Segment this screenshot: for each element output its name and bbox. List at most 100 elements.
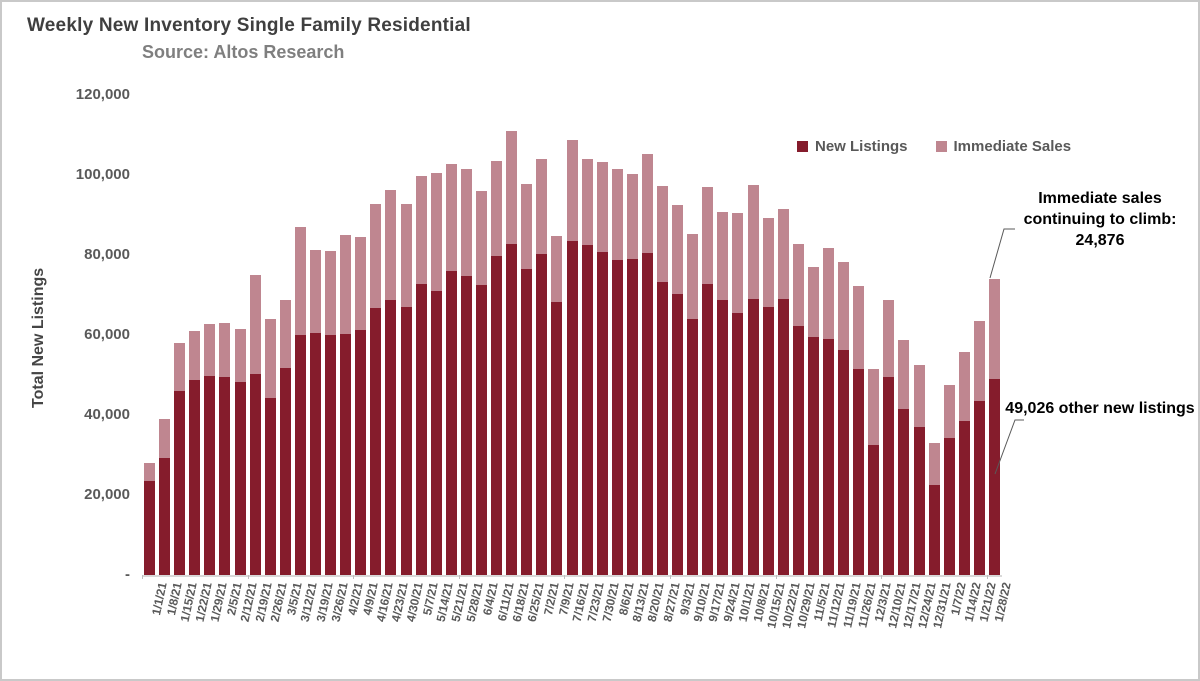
x-axis-tick-mark xyxy=(458,575,460,579)
bar-segment-immediate-sales xyxy=(415,176,427,284)
x-axis-tick-mark xyxy=(775,575,777,579)
x-axis-tick-mark xyxy=(670,575,672,579)
bar-segment-new-listings xyxy=(702,283,714,575)
y-axis-tick-label: 60,000 xyxy=(84,326,130,343)
bar-segment-immediate-sales xyxy=(204,324,216,377)
bar-segment-new-listings xyxy=(581,244,593,575)
chart-subtitle: Source: Altos Research xyxy=(142,42,345,62)
bar-segment-immediate-sales xyxy=(460,168,472,277)
bar-segment-immediate-sales xyxy=(807,267,819,337)
bar-segment-immediate-sales xyxy=(370,203,382,308)
bar-segment-immediate-sales xyxy=(294,227,306,335)
legend: New Listings Immediate Sales xyxy=(797,138,1071,155)
bar-segment-immediate-sales xyxy=(536,158,548,254)
bar-segment-immediate-sales xyxy=(777,208,789,300)
bar-segment-new-listings xyxy=(883,377,895,575)
bar-segment-immediate-sales xyxy=(279,299,291,368)
bar-segment-new-listings xyxy=(717,300,729,575)
bar-segment-new-listings xyxy=(672,293,684,575)
annotation-immediate-sales: Immediate sales continuing to climb: 24,… xyxy=(1023,190,1177,250)
bar-segment-new-listings xyxy=(310,332,321,575)
bar-segment-immediate-sales xyxy=(747,185,759,299)
bar-segment-new-listings xyxy=(159,458,171,575)
bar-segment-new-listings xyxy=(340,333,352,575)
bar-segment-new-listings xyxy=(355,330,367,575)
bar-segment-new-listings xyxy=(838,350,850,575)
bar-segment-new-listings xyxy=(144,481,156,575)
bar-segment-new-listings xyxy=(279,367,291,575)
bar-segment-immediate-sales xyxy=(702,187,714,284)
bar-segment-new-listings xyxy=(732,312,744,575)
bar-segment-immediate-sales xyxy=(430,173,442,292)
bar-segment-new-listings xyxy=(400,307,412,575)
bar-segment-immediate-sales xyxy=(234,329,246,382)
bar-segment-new-listings xyxy=(536,253,548,575)
bar-segment-new-listings xyxy=(234,381,246,575)
bar-segment-immediate-sales xyxy=(475,191,487,286)
bar-segment-immediate-sales xyxy=(310,249,321,333)
bar-segment-immediate-sales xyxy=(732,212,744,313)
bar-segment-new-listings xyxy=(174,391,186,575)
bar-segment-immediate-sales xyxy=(566,139,578,242)
bar-segment-immediate-sales xyxy=(506,131,518,244)
bar-segment-new-listings xyxy=(249,373,261,575)
bar-segment-new-listings xyxy=(294,335,306,575)
bar-segment-new-listings xyxy=(747,298,759,575)
bar-segment-immediate-sales xyxy=(641,153,653,253)
bar-segment-immediate-sales xyxy=(958,352,970,421)
bar-segment-immediate-sales xyxy=(219,323,231,377)
legend-item-immediate-sales: Immediate Sales xyxy=(935,138,1072,155)
bar-segment-immediate-sales xyxy=(657,185,669,282)
bar-segment-new-listings xyxy=(475,285,487,575)
bar-segment-new-listings xyxy=(641,252,653,575)
bar-segment-new-listings xyxy=(657,281,669,575)
y-axis-tick-label: 40,000 xyxy=(84,406,130,423)
bar-segment-immediate-sales xyxy=(189,331,201,380)
annotation-other-listings: 49,026 other new listings xyxy=(1005,400,1195,417)
bar-segment-immediate-sales xyxy=(838,261,850,351)
bar-segment-immediate-sales xyxy=(943,384,955,439)
bar-segment-new-listings xyxy=(762,307,774,575)
legend-label-new-listings: New Listings xyxy=(815,138,908,155)
bar-segment-immediate-sales xyxy=(868,368,880,446)
bar-segment-immediate-sales xyxy=(521,183,533,269)
bar-segment-new-listings xyxy=(189,379,201,575)
bar-segment-new-listings xyxy=(777,299,789,575)
bar-segment-new-listings xyxy=(807,337,819,575)
bar-segment-new-listings xyxy=(415,283,427,575)
bar-segment-new-listings xyxy=(370,307,382,575)
bar-segment-new-listings xyxy=(988,378,1000,575)
x-axis-tick-mark xyxy=(986,575,988,579)
bar-segment-immediate-sales xyxy=(144,463,156,481)
bar-segment-new-listings xyxy=(958,421,970,575)
bar-segment-immediate-sales xyxy=(596,161,608,252)
bar-segment-new-listings xyxy=(973,400,985,575)
legend-swatch-new-listings xyxy=(797,141,808,152)
bar-segment-new-listings xyxy=(822,338,834,575)
x-axis-tick-mark xyxy=(881,575,883,579)
legend-label-immediate-sales: Immediate Sales xyxy=(953,138,1072,155)
bar-segment-new-listings xyxy=(325,335,337,575)
y-axis-tick-label: - xyxy=(125,566,130,583)
bar-segment-immediate-sales xyxy=(913,365,925,427)
bar-segment-new-listings xyxy=(385,299,397,575)
bar-segment-new-listings xyxy=(687,318,699,575)
bar-segment-immediate-sales xyxy=(385,189,397,300)
bar-segment-immediate-sales xyxy=(822,247,834,339)
bar-segment-immediate-sales xyxy=(264,319,276,398)
bar-segment-immediate-sales xyxy=(325,251,337,336)
bar-segment-immediate-sales xyxy=(883,300,895,377)
bar-segment-new-listings xyxy=(430,291,442,575)
bar-segment-immediate-sales xyxy=(898,339,910,409)
bar-segment-immediate-sales xyxy=(249,275,261,374)
x-axis-tick-mark xyxy=(247,575,249,579)
y-axis-tick-label: 20,000 xyxy=(84,486,130,503)
chart-title: Weekly New Inventory Single Family Resid… xyxy=(27,15,471,36)
legend-item-new-listings: New Listings xyxy=(797,138,908,155)
x-axis-tick-mark xyxy=(564,575,566,579)
y-axis-tick-label: 80,000 xyxy=(84,246,130,263)
plot-area xyxy=(142,95,1002,577)
bar-segment-new-listings xyxy=(264,397,276,575)
bar-segment-new-listings xyxy=(204,376,216,575)
bar-segment-new-listings xyxy=(219,377,231,575)
